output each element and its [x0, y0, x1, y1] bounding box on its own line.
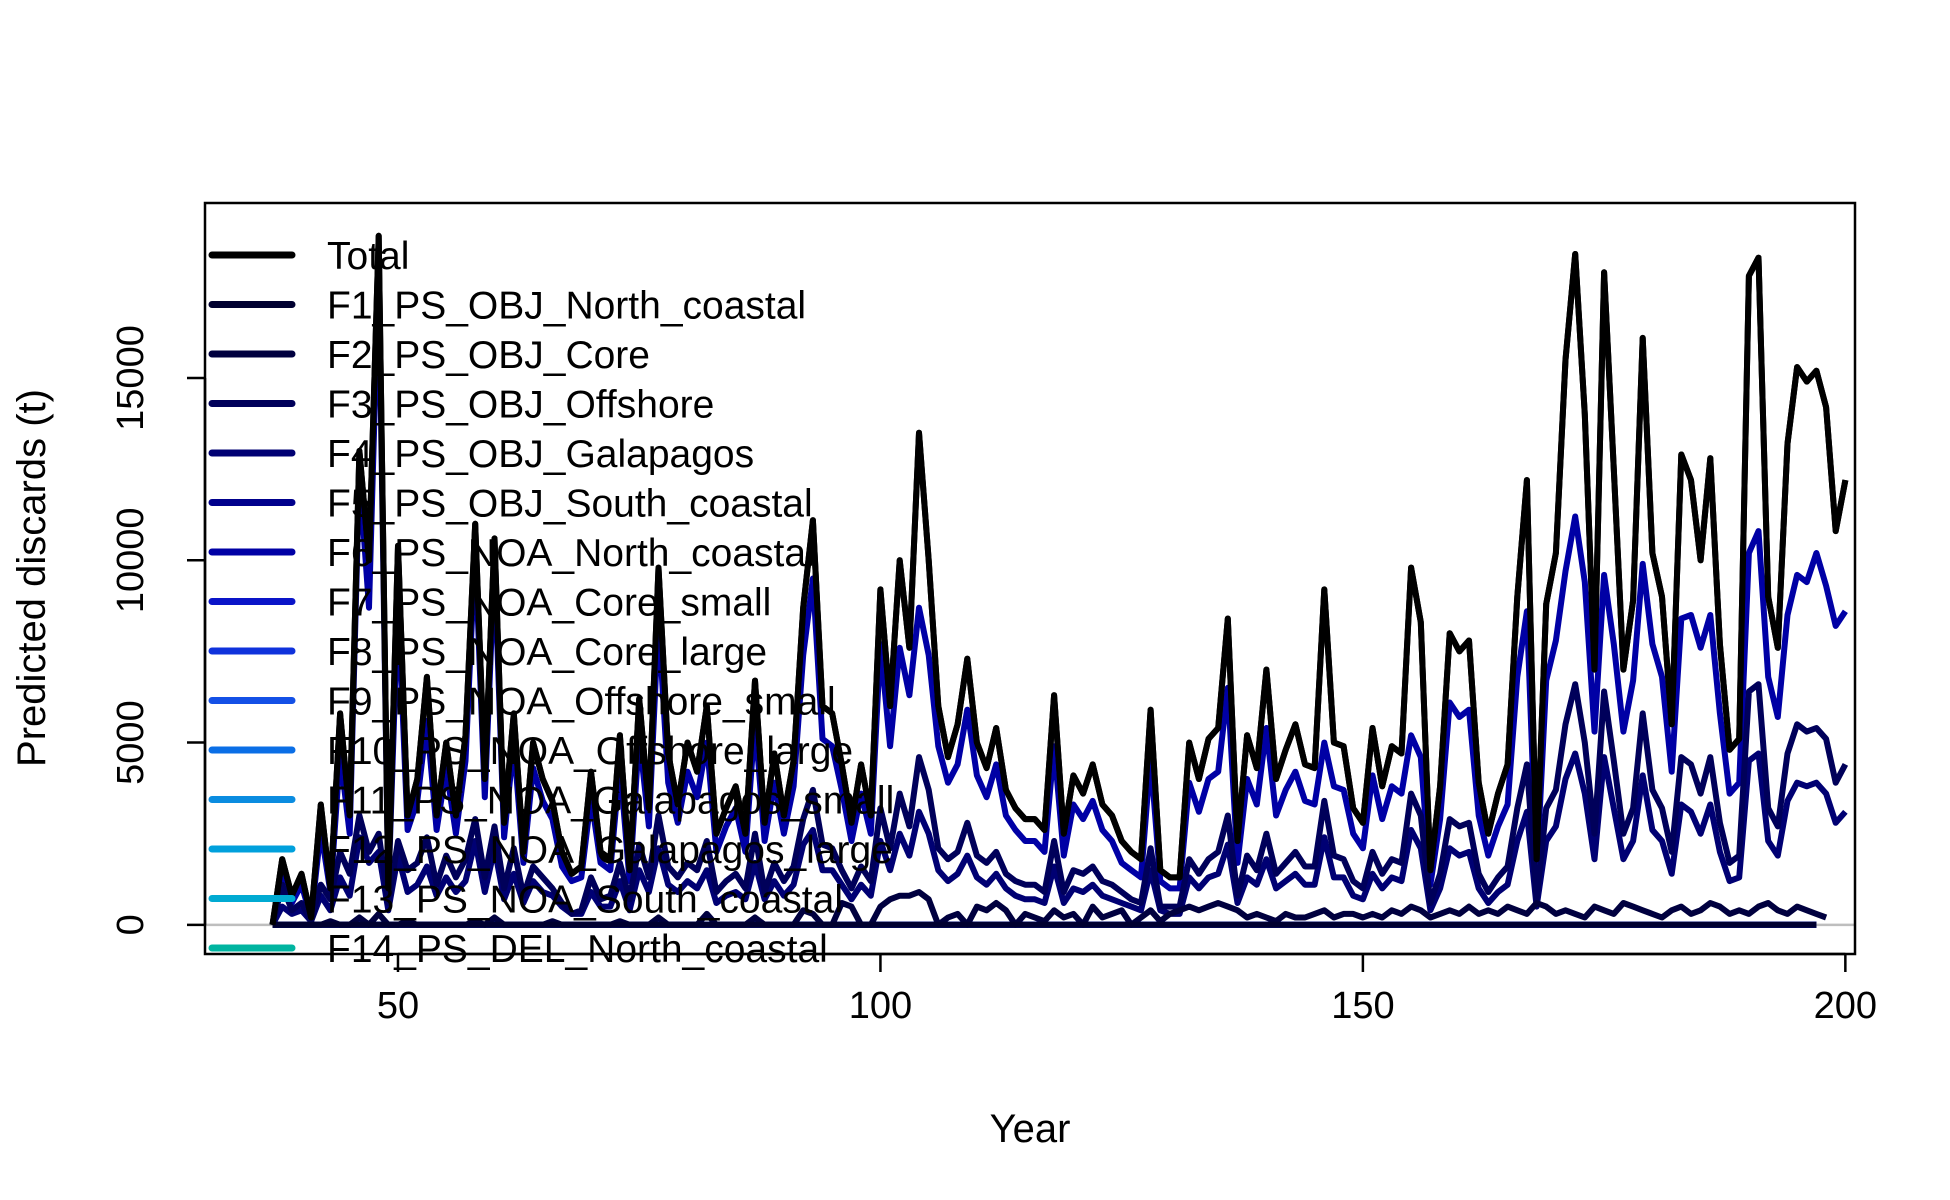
- series-line-total: [269, 232, 1849, 926]
- legend: Total F1_PS_OBJ_North_coastal F2_PS_OBJ_Co…: [208, 235, 894, 971]
- y-tick-label: 15000: [110, 325, 152, 431]
- y-tick-label: 10000: [110, 507, 152, 613]
- legend-label: F4_PS_OBJ_Galapagos: [327, 433, 754, 476]
- legend-label: F5_PS_OBJ_South_coastal: [327, 483, 813, 526]
- series-line-4: [269, 681, 1849, 926]
- x-tick-label: 150: [1331, 985, 1394, 1027]
- legend-label: F7_PS_NOA_Core_small: [327, 582, 771, 625]
- x-tick-label: 100: [849, 985, 912, 1027]
- legend-label: F3_PS_OBJ_Offshore: [327, 384, 714, 427]
- y-tick-label: 0: [110, 914, 152, 935]
- y-axis-title: Predicted discards (t): [10, 389, 54, 767]
- x-axis: 50 100 150 200: [377, 952, 1877, 1027]
- legend-label: F8_PS_NOA_Core_large: [327, 631, 767, 674]
- legend-label: F13_PS_NOA_South_coastal: [327, 879, 843, 922]
- x-tick-label: 50: [377, 985, 419, 1027]
- x-tick-label: 200: [1814, 985, 1877, 1027]
- legend-label: F10_PS_NOA_Offshore_large: [327, 730, 853, 773]
- y-tick-label: 5000: [110, 700, 152, 785]
- legend-label: F2_PS_OBJ_Core: [327, 334, 650, 377]
- legend-label: F6_PS_NOA_North_coastal: [327, 532, 815, 575]
- legend-label: F1_PS_OBJ_North_coastal: [327, 285, 806, 328]
- legend-label: F11_PS_NOA_Galapagos_small: [327, 780, 894, 823]
- series-lines: [269, 232, 1849, 928]
- x-axis-title: Year: [990, 1107, 1071, 1151]
- legend-label: Total: [327, 235, 409, 278]
- legend-label: F12_PS_NOA_Galapagos_large: [327, 829, 893, 872]
- legend-label: F9_PS_NOA_Offshore_small: [327, 681, 836, 724]
- series-line-5: [269, 750, 1848, 927]
- y-axis: 0 5000 10000 15000: [110, 325, 207, 935]
- legend-label: F14_PS_DEL_North_coastal: [327, 928, 828, 971]
